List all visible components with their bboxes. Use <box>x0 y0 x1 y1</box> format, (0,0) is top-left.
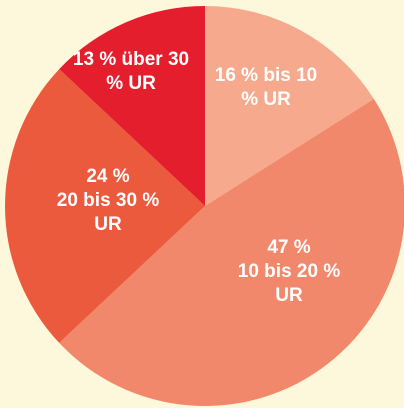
slice-label: 47 % 10 bis 20 % UR <box>234 236 344 308</box>
slice-label: 13 % über 30 % UR <box>71 48 191 96</box>
category-label: 20 bis 30 % UR <box>56 190 160 235</box>
category-label: 10 bis 20 % UR <box>237 261 341 306</box>
pie-slice <box>59 6 206 206</box>
value-label: 24 % <box>86 166 130 187</box>
pie-slice <box>205 6 374 206</box>
value-label: 47 % <box>267 237 311 258</box>
slice-label: 16 % bis 10 % UR <box>211 64 321 112</box>
slice-label: 24 % 20 bis 30 % UR <box>53 165 163 237</box>
category-label: über 30 % UR <box>106 49 190 94</box>
category-label: bis 10 % UR <box>241 65 318 110</box>
value-label: 13 % <box>72 49 117 70</box>
pie-slice <box>4 69 206 343</box>
pie-slice <box>59 98 404 406</box>
value-label: 16 % <box>214 65 259 86</box>
